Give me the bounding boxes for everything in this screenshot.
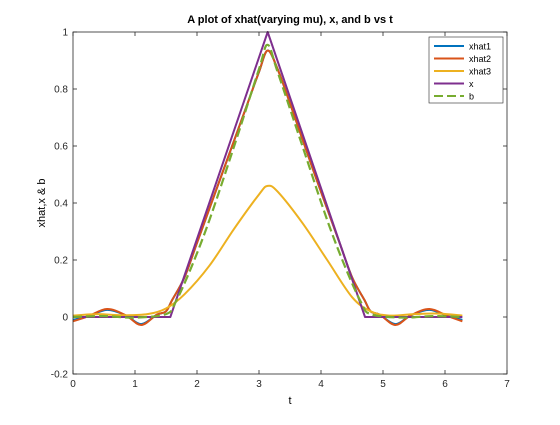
series-layer bbox=[72, 31, 463, 326]
y-tick-label: 0.6 bbox=[54, 142, 68, 153]
y-axis-ticks: -0.2 0 0.2 0.4 0.6 0.8 1 bbox=[51, 28, 507, 381]
series-line-b bbox=[72, 43, 463, 319]
legend-label-xhat1: xhat1 bbox=[469, 42, 491, 52]
legend-label-b: b bbox=[469, 92, 474, 102]
legend-label-xhat3: xhat3 bbox=[469, 67, 491, 77]
x-tick-label: 7 bbox=[504, 379, 510, 390]
y-tick-label: 0 bbox=[62, 313, 68, 324]
legend-label-x: x bbox=[469, 79, 474, 89]
x-tick-label: 2 bbox=[194, 379, 200, 390]
legend-label-xhat2: xhat2 bbox=[469, 54, 491, 64]
y-tick-label: 1 bbox=[62, 28, 68, 39]
y-tick-label: 0.4 bbox=[54, 199, 68, 210]
y-tick-label: 0.8 bbox=[54, 85, 68, 96]
x-tick-label: 4 bbox=[318, 379, 324, 390]
x-tick-label: 1 bbox=[132, 379, 138, 390]
series-line-xhat2 bbox=[72, 49, 463, 326]
x-tick-label: 5 bbox=[380, 379, 386, 390]
y-tick-label: 0.2 bbox=[54, 256, 68, 267]
series-line-xhat3 bbox=[72, 184, 463, 317]
y-tick-label: -0.2 bbox=[51, 370, 69, 381]
x-tick-label: 6 bbox=[442, 379, 448, 390]
axes-box bbox=[72, 31, 508, 375]
chart-title: A plot of xhat(varying mu), x, and b vs … bbox=[187, 14, 393, 26]
legend: xhat1 xhat2 xhat3 xb bbox=[428, 36, 504, 104]
x-axis-ticks: 0 1 2 3 4 5 6 7 bbox=[70, 32, 510, 390]
x-tick-label: 3 bbox=[256, 379, 262, 390]
y-axis-label: xhat,x & b bbox=[36, 179, 48, 228]
x-axis-label: t bbox=[288, 395, 291, 407]
x-tick-label: 0 bbox=[70, 379, 76, 390]
